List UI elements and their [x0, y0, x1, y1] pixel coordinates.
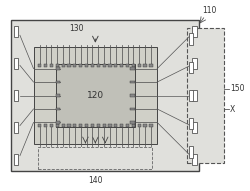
Bar	[187, 28, 224, 163]
Bar	[130, 67, 135, 70]
Bar	[114, 124, 117, 128]
Bar	[130, 121, 135, 124]
Bar	[126, 124, 129, 128]
Bar	[192, 26, 197, 37]
Bar	[192, 154, 197, 165]
Bar	[68, 124, 70, 128]
Bar	[85, 63, 88, 67]
Bar	[79, 63, 82, 67]
Bar	[34, 47, 157, 144]
Bar	[102, 63, 106, 67]
Bar	[14, 122, 18, 133]
Bar	[56, 63, 59, 67]
Bar	[56, 121, 60, 124]
Bar	[138, 124, 141, 128]
Bar	[14, 154, 18, 165]
Bar	[120, 63, 123, 67]
Bar	[73, 63, 76, 67]
Bar	[56, 67, 60, 70]
Text: 110: 110	[202, 6, 216, 15]
Bar	[189, 62, 193, 73]
Bar	[130, 81, 135, 83]
Bar	[38, 124, 41, 128]
Bar	[144, 124, 147, 128]
Bar	[138, 63, 141, 67]
Bar	[189, 90, 193, 101]
Bar	[44, 124, 47, 128]
Bar	[56, 63, 135, 128]
Bar	[91, 63, 94, 67]
Bar	[108, 124, 112, 128]
Text: 120: 120	[87, 91, 104, 100]
Bar	[149, 63, 152, 67]
Bar	[85, 124, 88, 128]
Bar	[14, 26, 18, 37]
Bar	[50, 124, 53, 128]
Bar	[189, 146, 193, 158]
Bar	[91, 124, 94, 128]
Bar	[189, 118, 193, 129]
Text: 150: 150	[230, 84, 244, 93]
Bar	[38, 147, 152, 169]
Bar	[44, 63, 47, 67]
Bar	[132, 63, 135, 67]
Bar	[149, 124, 152, 128]
Bar	[56, 94, 60, 97]
Bar	[126, 63, 129, 67]
Bar	[14, 90, 18, 101]
Bar	[62, 63, 65, 67]
Bar	[120, 124, 123, 128]
Bar	[38, 63, 41, 67]
Bar	[11, 20, 199, 171]
Bar	[192, 122, 197, 133]
Bar	[73, 124, 76, 128]
Bar	[192, 58, 197, 69]
Bar	[50, 63, 53, 67]
Bar	[56, 81, 60, 83]
Bar	[192, 90, 197, 101]
Bar	[97, 124, 100, 128]
Bar	[130, 108, 135, 110]
Bar	[79, 124, 82, 128]
Text: 140: 140	[88, 176, 102, 185]
Bar	[144, 63, 147, 67]
Bar	[102, 124, 106, 128]
Bar	[130, 94, 135, 97]
Bar	[56, 108, 60, 110]
Bar	[108, 63, 112, 67]
Bar	[132, 124, 135, 128]
Bar	[189, 33, 193, 45]
Bar	[62, 124, 65, 128]
Bar	[14, 58, 18, 69]
Bar	[97, 63, 100, 67]
Bar	[56, 124, 59, 128]
Text: X: X	[230, 104, 235, 114]
Text: 130: 130	[70, 24, 84, 33]
Bar	[114, 63, 117, 67]
Bar	[68, 63, 70, 67]
